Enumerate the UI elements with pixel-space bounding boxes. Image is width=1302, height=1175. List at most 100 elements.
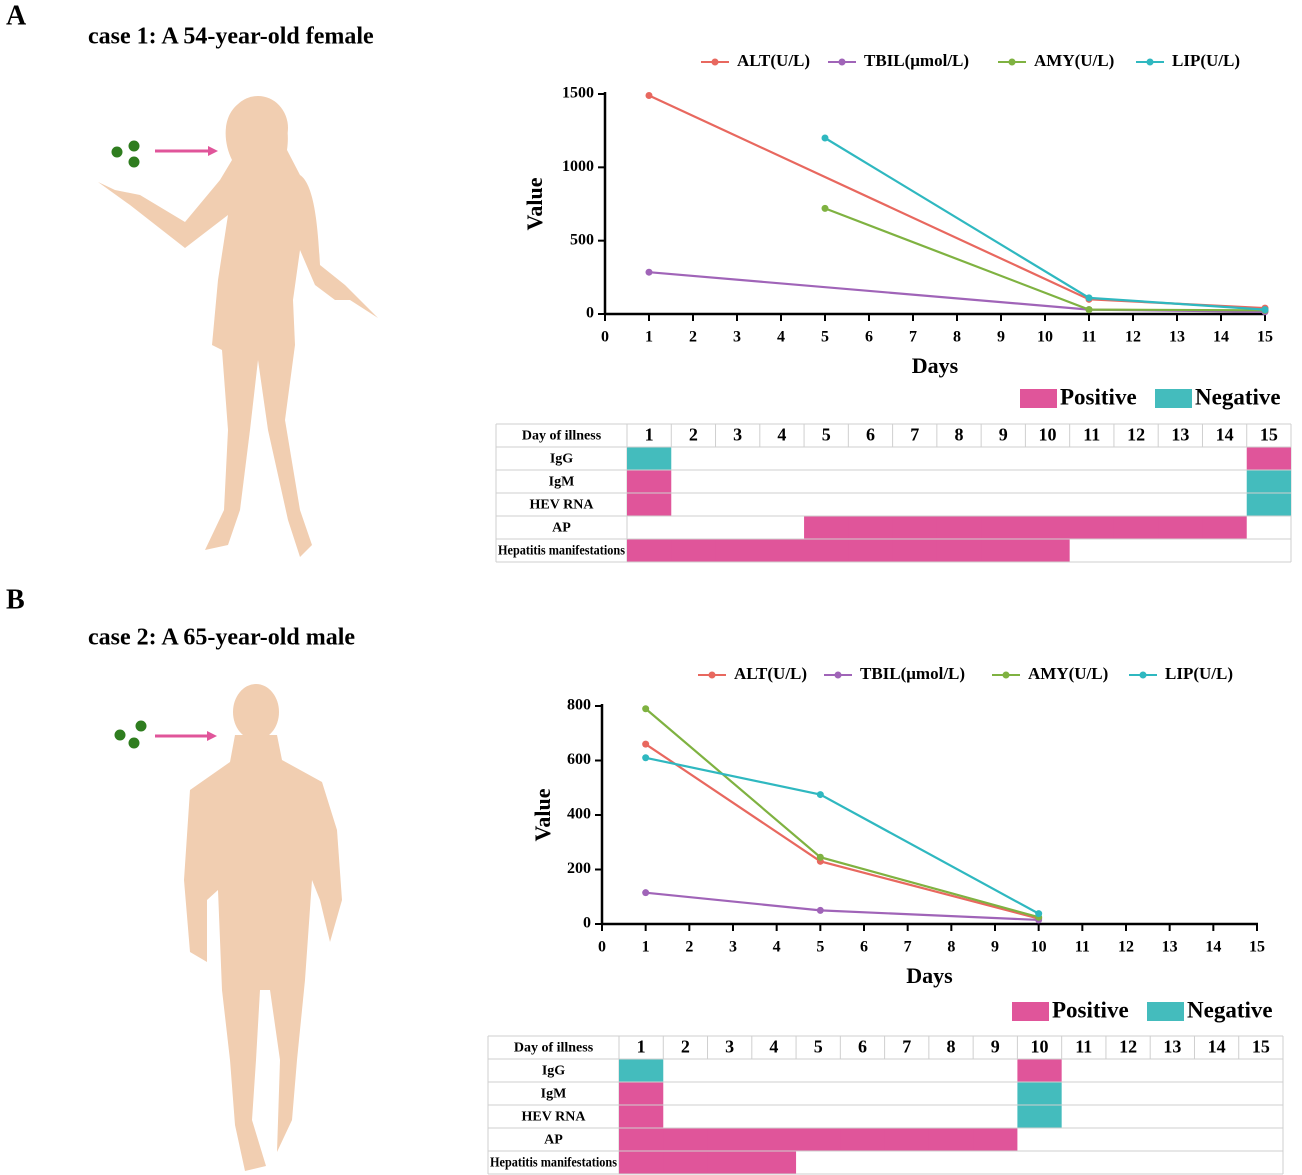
- day-label: 7: [910, 425, 919, 445]
- row-label: IgM: [541, 1087, 567, 1102]
- status-cell: [663, 1129, 708, 1151]
- data-point: [822, 205, 829, 212]
- row-label: Day of illness: [522, 429, 602, 444]
- y-tick-label: 600: [567, 751, 591, 768]
- series-line: [646, 709, 1039, 917]
- legend-marker: [709, 672, 716, 679]
- data-point: [1262, 306, 1269, 313]
- x-tick-label: 1: [642, 939, 650, 956]
- status-cell: [929, 1129, 974, 1151]
- row-label: IgG: [550, 452, 573, 467]
- legend-label: TBIL(μmol/L): [860, 664, 965, 683]
- data-point: [646, 269, 653, 276]
- y-axis-label: Value: [530, 788, 555, 841]
- series-line: [646, 893, 1039, 920]
- legend-label: Negative: [1195, 384, 1281, 409]
- row-label: AP: [552, 521, 571, 536]
- legend-label: LIP(U/L): [1172, 51, 1240, 70]
- data-point: [1086, 294, 1093, 301]
- day-label: 14: [1216, 425, 1234, 445]
- day-label: 6: [858, 1037, 867, 1057]
- day-label: 7: [902, 1037, 911, 1057]
- day-label: 6: [866, 425, 875, 445]
- row-label: Hepatitis manifestations: [490, 1156, 617, 1171]
- figure: Acase 1: A 54-year-old female05001000150…: [0, 0, 1302, 1175]
- x-tick-label: 8: [947, 939, 955, 956]
- legend-label: Positive: [1060, 384, 1137, 409]
- y-tick-label: 200: [567, 860, 591, 877]
- x-tick-label: 2: [689, 329, 697, 346]
- day-label: 3: [725, 1037, 734, 1057]
- x-tick-label: 14: [1205, 939, 1221, 956]
- row-label: HEV RNA: [530, 498, 595, 513]
- data-point: [817, 854, 824, 861]
- status-cell: [627, 540, 672, 562]
- x-tick-label: 12: [1125, 329, 1141, 346]
- legend-label: AMY(U/L): [1028, 664, 1108, 683]
- day-label: 5: [822, 425, 831, 445]
- x-tick-label: 11: [1075, 939, 1090, 956]
- panel-title: case 1: A 54-year-old female: [88, 24, 374, 50]
- legend-marker: [1140, 672, 1147, 679]
- day-label: 15: [1252, 1037, 1270, 1057]
- status-cell: [708, 1129, 753, 1151]
- day-label: 2: [689, 425, 698, 445]
- x-tick-label: 11: [1081, 329, 1096, 346]
- day-label: 1: [637, 1037, 646, 1057]
- panel-label: B: [6, 584, 25, 615]
- status-cell: [981, 517, 1026, 539]
- status-cell: [1017, 1106, 1061, 1128]
- x-tick-label: 3: [729, 939, 737, 956]
- x-tick-label: 0: [598, 939, 606, 956]
- x-tick-label: 4: [777, 329, 785, 346]
- x-tick-label: 3: [733, 329, 741, 346]
- day-label: 12: [1127, 425, 1145, 445]
- legend-marker: [1003, 672, 1010, 679]
- day-label: 8: [955, 425, 964, 445]
- status-cell: [671, 540, 716, 562]
- x-tick-label: 10: [1031, 939, 1047, 956]
- x-tick-label: 8: [953, 329, 961, 346]
- series-line: [646, 758, 1039, 914]
- y-tick-label: 500: [570, 231, 594, 248]
- row-label: IgG: [542, 1064, 565, 1079]
- series-line: [649, 272, 1265, 312]
- x-tick-label: 15: [1257, 329, 1273, 346]
- day-label: 9: [999, 425, 1008, 445]
- row-label: Hepatitis manifestations: [498, 544, 625, 559]
- legend-label: TBIL(μmol/L): [864, 51, 969, 70]
- data-point: [642, 754, 649, 761]
- data-point: [642, 705, 649, 712]
- series-line: [825, 208, 1265, 310]
- status-cell: [663, 1152, 708, 1174]
- y-tick-label: 1000: [562, 158, 594, 175]
- status-cell: [981, 540, 1026, 562]
- data-point: [1035, 910, 1042, 917]
- legend-swatch: [1147, 1002, 1184, 1021]
- status-cell: [1247, 448, 1291, 470]
- day-label: 2: [681, 1037, 690, 1057]
- data-point: [817, 907, 824, 914]
- x-tick-label: 14: [1213, 329, 1229, 346]
- legend-label: ALT(U/L): [734, 664, 807, 683]
- day-label: 15: [1260, 425, 1278, 445]
- x-tick-label: 5: [816, 939, 824, 956]
- row-label: IgM: [549, 475, 575, 490]
- day-label: 11: [1083, 425, 1100, 445]
- x-tick-label: 4: [773, 939, 781, 956]
- legend-label: LIP(U/L): [1165, 664, 1233, 683]
- status-cell: [619, 1129, 664, 1151]
- panel-label: A: [6, 0, 27, 31]
- status-cell: [1025, 540, 1069, 562]
- data-point: [817, 791, 824, 798]
- data-point: [642, 741, 649, 748]
- legend-swatch: [1012, 1002, 1049, 1021]
- male-silhouette: [184, 684, 342, 1171]
- day-label: 11: [1075, 1037, 1092, 1057]
- day-label: 8: [947, 1037, 956, 1057]
- status-cell: [619, 1083, 663, 1105]
- legend-label: Negative: [1187, 997, 1273, 1022]
- status-cell: [1158, 517, 1203, 539]
- status-cell: [1114, 517, 1159, 539]
- status-cell: [848, 517, 893, 539]
